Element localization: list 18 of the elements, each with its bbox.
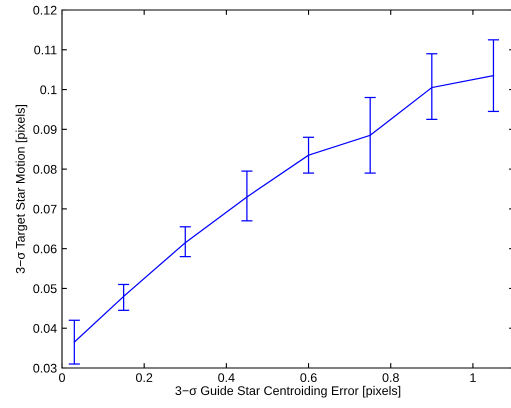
x-axis-title: 3−σ Guide Star Centroiding Error [pixels] <box>175 386 400 398</box>
y-tick-label: 0.1 <box>40 85 57 94</box>
x-tick-label: 0.8 <box>382 373 399 382</box>
y-tick-label: 0.06 <box>33 244 57 254</box>
y-axis-title: 3−σ Target Star Motion [pixels] <box>16 105 28 274</box>
y-tick-label: 0.05 <box>33 284 57 294</box>
x-tick-label: 1 <box>470 373 476 382</box>
y-tick-label: 0.08 <box>33 164 57 174</box>
y-tick-label: 0.09 <box>33 125 57 134</box>
x-tick-label: 0 <box>59 373 65 382</box>
y-tick-label: 0.04 <box>33 324 57 333</box>
x-tick-label: 0.2 <box>136 373 152 382</box>
y-tick-label: 0.03 <box>33 364 57 373</box>
y-tick-label: 0.07 <box>33 204 57 214</box>
x-tick-label: 0.4 <box>218 373 235 382</box>
y-tick-label: 0.11 <box>34 46 57 54</box>
x-tick-label: 0.6 <box>300 373 317 382</box>
y-tick-label: 0.12 <box>33 6 57 15</box>
